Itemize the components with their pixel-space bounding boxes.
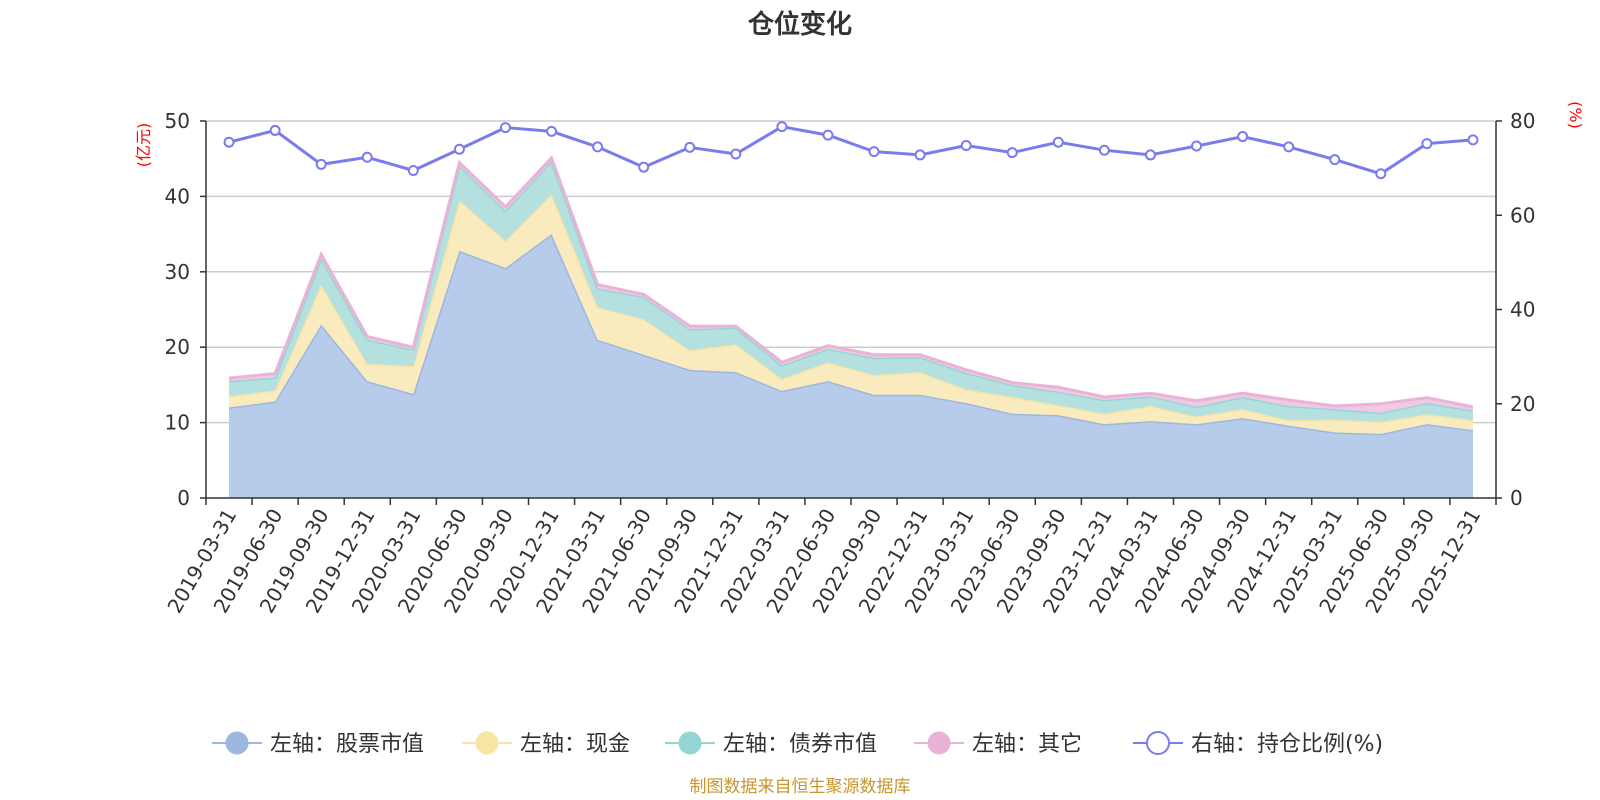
ratio-point-25 xyxy=(1375,168,1387,180)
ratio-point-13 xyxy=(822,129,834,141)
ratio-point-7 xyxy=(546,125,558,137)
ratio-point-3 xyxy=(361,151,373,163)
ratio-point-21 xyxy=(1191,140,1203,152)
ratio-point-18 xyxy=(1052,136,1064,148)
ratio-point-20 xyxy=(1144,149,1156,161)
legend-marker-1 xyxy=(475,731,499,755)
area-edge-3 xyxy=(228,155,1474,409)
ratio-point-9 xyxy=(638,161,650,173)
ratio-point-14 xyxy=(868,146,880,158)
right-tick-label-60: 60 xyxy=(1510,203,1535,227)
ratio-point-6 xyxy=(499,122,511,134)
ratio-point-19 xyxy=(1098,144,1110,156)
legend-marker-3 xyxy=(927,731,951,755)
ratio-point-24 xyxy=(1329,154,1341,166)
left-tick-label-40: 40 xyxy=(165,184,190,208)
legend-marker-2 xyxy=(678,731,702,755)
area-series-1 xyxy=(229,194,1473,434)
ratio-point-16 xyxy=(960,140,972,152)
legend-label-1: 左轴：现金 xyxy=(520,732,630,757)
stacked-areas xyxy=(228,155,1474,498)
right-axis-unit: (%) xyxy=(1566,101,1585,129)
ratio-point-8 xyxy=(592,141,604,153)
left-tick-label-10: 10 xyxy=(165,411,190,435)
legend-label-3: 左轴：其它 xyxy=(972,732,1082,757)
ratio-line-path xyxy=(228,125,1474,176)
ratio-point-22 xyxy=(1237,131,1249,143)
ratio-point-12 xyxy=(776,121,788,133)
legend-marker-4 xyxy=(1146,731,1170,755)
ratio-point-23 xyxy=(1283,141,1295,153)
ratio-point-1 xyxy=(269,124,281,136)
area-series-0 xyxy=(229,234,1473,498)
legend-label-2: 左轴：债券市值 xyxy=(723,732,877,757)
right-tick-label-0: 0 xyxy=(1510,486,1523,510)
ratio-point-15 xyxy=(914,149,926,161)
legend: 左轴：股票市值 左轴：现金 左轴：债券市值 左轴：其它 右轴：持仓比例(%) xyxy=(212,731,1383,757)
right-tick-label-20: 20 xyxy=(1510,392,1535,416)
ratio-point-0 xyxy=(223,136,235,148)
left-tick-label-50: 50 xyxy=(165,109,190,133)
left-axis-unit: (亿元) xyxy=(134,123,153,168)
left-tick-label-30: 30 xyxy=(165,260,190,284)
legend-label-0: 左轴：股票市值 xyxy=(270,732,424,757)
ratio-point-10 xyxy=(684,141,696,153)
left-tick-label-0: 0 xyxy=(177,486,190,510)
ratio-point-17 xyxy=(1006,147,1018,159)
right-tick-label-80: 80 xyxy=(1510,109,1535,133)
holding-ratio-line xyxy=(223,121,1479,180)
ratio-point-27 xyxy=(1467,134,1479,146)
right-tick-label-40: 40 xyxy=(1510,298,1535,322)
legend-marker-0 xyxy=(225,731,249,755)
ratio-point-5 xyxy=(453,143,465,155)
legend-label-4: 右轴：持仓比例(%) xyxy=(1191,732,1383,757)
left-tick-label-20: 20 xyxy=(165,335,190,359)
ratio-point-11 xyxy=(730,148,742,160)
chart-title: 仓位变化 xyxy=(747,9,852,40)
ratio-point-26 xyxy=(1421,138,1433,150)
footer-source: 制图数据来自恒生聚源数据库 xyxy=(690,777,911,797)
ratio-point-4 xyxy=(407,164,419,176)
ratio-point-2 xyxy=(315,158,327,170)
